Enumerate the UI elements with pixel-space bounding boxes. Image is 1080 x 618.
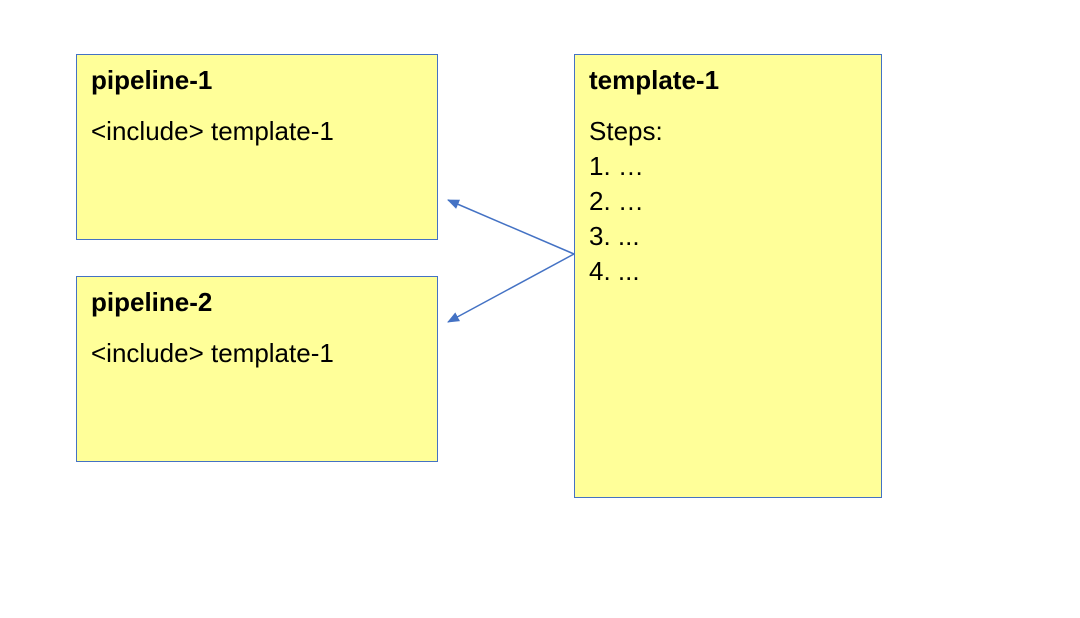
template-1-step-2: 2. …: [589, 186, 867, 217]
pipeline-1-include-line: <include> template-1: [91, 116, 423, 147]
template-1-steps-header: Steps:: [589, 116, 867, 147]
arrow-template-to-pipeline-2: [448, 254, 574, 322]
template-1-step-1: 1. …: [589, 151, 867, 182]
pipeline-1-box: pipeline-1 <include> template-1: [76, 54, 438, 240]
pipeline-2-include-line: <include> template-1: [91, 338, 423, 369]
template-1-box: template-1 Steps: 1. … 2. … 3. ... 4. ..…: [574, 54, 882, 498]
arrow-template-to-pipeline-1: [448, 200, 574, 254]
template-1-step-3: 3. ...: [589, 221, 867, 252]
pipeline-2-box: pipeline-2 <include> template-1: [76, 276, 438, 462]
template-1-title: template-1: [589, 65, 867, 96]
pipeline-1-title: pipeline-1: [91, 65, 423, 96]
pipeline-2-title: pipeline-2: [91, 287, 423, 318]
template-1-step-4: 4. ...: [589, 256, 867, 287]
